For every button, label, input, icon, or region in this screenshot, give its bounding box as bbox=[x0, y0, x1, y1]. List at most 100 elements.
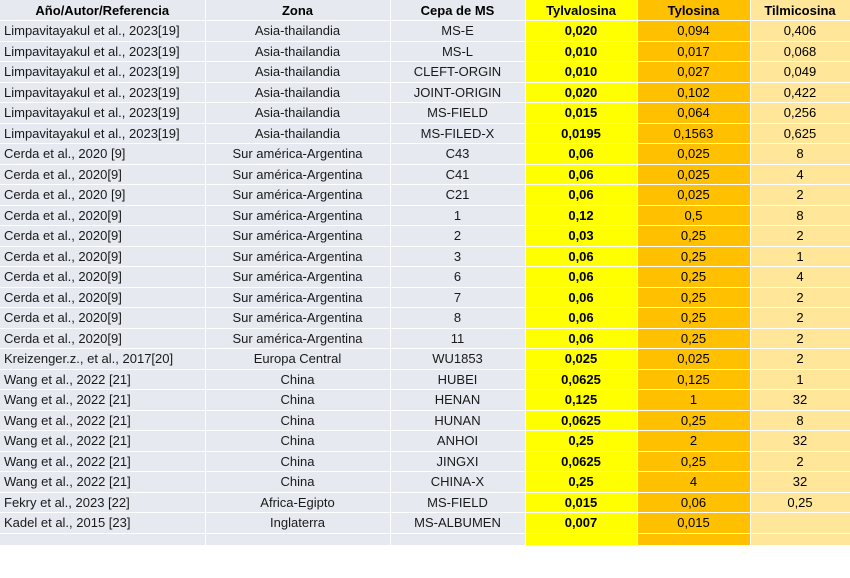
strain-cell: ANHOI bbox=[390, 430, 526, 452]
table-row: Cerda et al., 2020[9] Sur américa-Argenti… bbox=[0, 246, 850, 267]
tylvalosina-cell: 0,025 bbox=[525, 348, 638, 370]
author-cell: Wang et al., 2022 [21] bbox=[0, 471, 206, 493]
table-row: Cerda et al., 2020 [9] Sur américa-Argent… bbox=[0, 143, 850, 165]
table-row: Limpavitayakul et al., 2023[19] Asia-thai… bbox=[0, 123, 850, 144]
tilmicosina-cell: 32 bbox=[750, 430, 850, 452]
author-cell: Limpavitayakul et al., 2023[19] bbox=[0, 123, 206, 144]
zone-cell: China bbox=[205, 471, 391, 493]
table-row: Wang et al., 2022 [21] China HUNAN 0,0625 0,… bbox=[0, 410, 850, 431]
table-row: Wang et al., 2022 [21] China CHINA-X 0,25 4 3… bbox=[0, 471, 850, 493]
author-cell: Cerda et al., 2020[9] bbox=[0, 307, 206, 329]
tilmicosina-cell: 8 bbox=[750, 410, 850, 431]
tilmicosina-cell: 1 bbox=[750, 369, 850, 390]
zone-cell: Europa Central bbox=[205, 348, 391, 370]
author-cell: Cerda et al., 2020[9] bbox=[0, 164, 206, 185]
tylvalosina-cell: 0,0195 bbox=[525, 123, 638, 144]
tylvalosina-cell: 0,03 bbox=[525, 225, 638, 247]
tylvalosina-cell: 0,0625 bbox=[525, 451, 638, 472]
author-cell: Cerda et al., 2020[9] bbox=[0, 246, 206, 267]
table-row: Limpavitayakul et al., 2023[19] Asia-thai… bbox=[0, 41, 850, 62]
table-row: Cerda et al., 2020[9] Sur américa-Argenti… bbox=[0, 225, 850, 247]
tylosina-cell: 2 bbox=[637, 430, 751, 452]
tilmicosina-cell: 1 bbox=[750, 246, 850, 267]
strain-cell: 3 bbox=[390, 246, 526, 267]
tilmicosina-cell: 8 bbox=[750, 143, 850, 165]
header-strain: Cepa de MS bbox=[390, 0, 526, 21]
tilmicosina-cell: 2 bbox=[750, 307, 850, 329]
strain-cell: 2 bbox=[390, 225, 526, 247]
zone-cell: Inglaterra bbox=[205, 512, 391, 534]
tylosina-cell: 0,125 bbox=[637, 369, 751, 390]
tylosina-cell: 0,25 bbox=[637, 451, 751, 472]
zone-cell: Sur américa-Argentina bbox=[205, 205, 391, 226]
strain-cell: 8 bbox=[390, 307, 526, 329]
zone-cell: Sur américa-Argentina bbox=[205, 266, 391, 288]
tylosina-cell: 0,25 bbox=[637, 266, 751, 288]
author-cell: Wang et al., 2022 [21] bbox=[0, 451, 206, 472]
tylvalosina-cell: 0,06 bbox=[525, 164, 638, 185]
tylosina-cell: 0,25 bbox=[637, 328, 751, 349]
author-cell: Cerda et al., 2020[9] bbox=[0, 225, 206, 247]
table-row: Cerda et al., 2020 [9] Sur américa-Argent… bbox=[0, 184, 850, 206]
header-zone: Zona bbox=[205, 0, 391, 21]
strain-cell: MS-ALBUMEN bbox=[390, 512, 526, 534]
tylosina-cell: 4 bbox=[637, 471, 751, 493]
tylosina-cell: 0,025 bbox=[637, 143, 751, 165]
tilmicosina-cell: 0,422 bbox=[750, 82, 850, 103]
table-row: Limpavitayakul et al., 2023[19] Asia-thai… bbox=[0, 20, 850, 42]
tilmicosina-cell: 8 bbox=[750, 205, 850, 226]
table-row: Limpavitayakul et al., 2023[19] Asia-thai… bbox=[0, 61, 850, 83]
strain-cell: MS-L bbox=[390, 41, 526, 62]
strain-cell: MS-E bbox=[390, 20, 526, 42]
tylosina-cell: 0,094 bbox=[637, 20, 751, 42]
zone-cell: China bbox=[205, 369, 391, 390]
tylvalosina-cell: 0,12 bbox=[525, 205, 638, 226]
tylvalosina-cell: 0,015 bbox=[525, 492, 638, 513]
tylosina-cell: 0,015 bbox=[637, 512, 751, 534]
tylvalosina-cell: 0,06 bbox=[525, 184, 638, 206]
tylvalosina-cell: 0,010 bbox=[525, 41, 638, 62]
empty-cell bbox=[205, 533, 391, 546]
author-cell: Kadel et al., 2015 [23] bbox=[0, 512, 206, 534]
tilmicosina-cell: 0,625 bbox=[750, 123, 850, 144]
tylvalosina-cell: 0,020 bbox=[525, 20, 638, 42]
zone-cell: Sur américa-Argentina bbox=[205, 246, 391, 267]
tylvalosina-cell: 0,06 bbox=[525, 307, 638, 329]
tylvalosina-cell: 0,010 bbox=[525, 61, 638, 83]
tilmicosina-cell: 2 bbox=[750, 348, 850, 370]
author-cell: Limpavitayakul et al., 2023[19] bbox=[0, 102, 206, 124]
tylosina-cell: 0,06 bbox=[637, 492, 751, 513]
tylosina-cell: 0,25 bbox=[637, 410, 751, 431]
table-row: Wang et al., 2022 [21] China ANHOI 0,25 2 32 bbox=[0, 430, 850, 452]
author-cell: Limpavitayakul et al., 2023[19] bbox=[0, 82, 206, 103]
empty-cell bbox=[750, 533, 850, 546]
author-cell: Wang et al., 2022 [21] bbox=[0, 410, 206, 431]
tilmicosina-cell: 2 bbox=[750, 287, 850, 308]
zone-cell: China bbox=[205, 451, 391, 472]
table-row: Cerda et al., 2020[9] Sur américa-Argenti… bbox=[0, 287, 850, 308]
author-cell: Cerda et al., 2020[9] bbox=[0, 287, 206, 308]
strain-cell: HENAN bbox=[390, 389, 526, 411]
zone-cell: Asia-thailandia bbox=[205, 41, 391, 62]
author-cell: Limpavitayakul et al., 2023[19] bbox=[0, 41, 206, 62]
zone-cell: Sur américa-Argentina bbox=[205, 287, 391, 308]
tylvalosina-cell: 0,06 bbox=[525, 287, 638, 308]
table-row: Kadel et al., 2015 [23] Inglaterra MS-ALBU… bbox=[0, 512, 850, 534]
zone-cell: Asia-thailandia bbox=[205, 20, 391, 42]
zone-cell: Sur américa-Argentina bbox=[205, 328, 391, 349]
tylosina-cell: 0,064 bbox=[637, 102, 751, 124]
tylosina-cell: 0,25 bbox=[637, 246, 751, 267]
table-row: Cerda et al., 2020[9] Sur américa-Argenti… bbox=[0, 328, 850, 349]
tilmicosina-cell: 2 bbox=[750, 184, 850, 206]
strain-cell: MS-FIELD bbox=[390, 102, 526, 124]
table-row: Kreizenger.z., et al., 2017[20] Europa Ce… bbox=[0, 348, 850, 370]
table-row: Cerda et al., 2020[9] Sur américa-Argenti… bbox=[0, 307, 850, 329]
strain-cell: C43 bbox=[390, 143, 526, 165]
tilmicosina-cell: 2 bbox=[750, 225, 850, 247]
header-row: Año/Autor/Referencia Zona Cepa de MS Tyl… bbox=[0, 0, 850, 21]
tilmicosina-cell: 4 bbox=[750, 164, 850, 185]
strain-cell: JOINT-ORIGIN bbox=[390, 82, 526, 103]
author-cell: Cerda et al., 2020 [9] bbox=[0, 184, 206, 206]
tylosina-cell: 0,017 bbox=[637, 41, 751, 62]
table-body: Limpavitayakul et al., 2023[19] Asia-thai… bbox=[0, 20, 850, 546]
